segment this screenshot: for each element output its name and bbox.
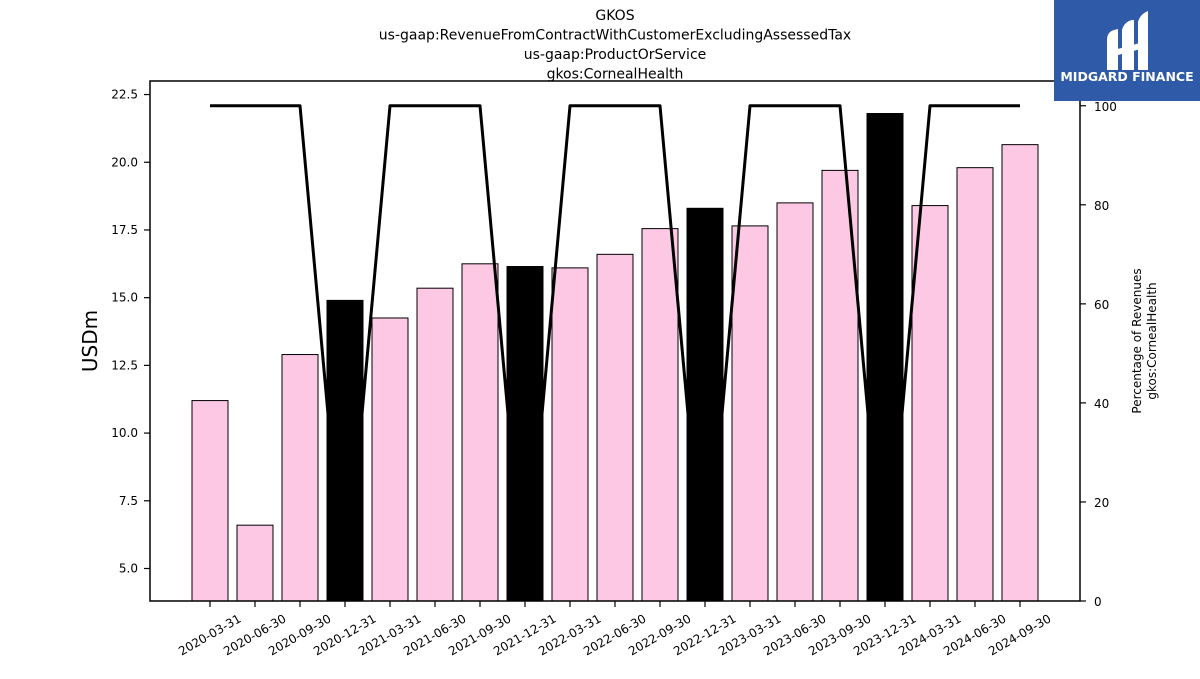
- y-tick-label: 22.5: [111, 88, 138, 102]
- bar-2021-12-31: [506, 266, 544, 601]
- y-axis-left: 5.0 7.5 10.0 12.5 15.0 17.5 20.0 22.5: [111, 88, 150, 576]
- y-tick-label: 7.5: [119, 494, 138, 508]
- bar-2020-09-30: [281, 354, 319, 601]
- chart-title-line: GKOS: [595, 8, 634, 24]
- y2-tick-label: 100: [1094, 100, 1117, 114]
- chart-title: GKOS us-gaap:RevenueFromContractWithCusto…: [379, 8, 851, 83]
- bar-2024-03-31: [911, 205, 949, 601]
- y-tick-label: 17.5: [111, 223, 138, 237]
- bar-2022-06-30: [596, 253, 634, 601]
- y-axis-right: 0 20 40 60 80 100: [1080, 100, 1117, 609]
- y2-tick-label: 20: [1094, 496, 1109, 510]
- y-tick-label: 15.0: [111, 291, 138, 305]
- y-tick-label: 5.0: [119, 562, 138, 576]
- chart-title-line: gkos:CornealHealth: [547, 67, 684, 83]
- bar-2021-03-31: [371, 317, 409, 601]
- bar-2022-03-31: [551, 267, 589, 601]
- bar-2021-09-30: [461, 263, 499, 601]
- bar-2023-06-30: [776, 202, 814, 601]
- percentage-line: [210, 104, 1020, 601]
- y2-tick-label: 40: [1094, 397, 1109, 411]
- chart-title-line: us-gaap:ProductOrService: [524, 47, 707, 63]
- bar-2021-06-30: [416, 287, 454, 601]
- percentage-line-path: [210, 104, 1020, 601]
- y2-tick-label: 0: [1094, 595, 1102, 609]
- bar-2023-03-31: [731, 225, 769, 601]
- bar-2020-12-31: [326, 299, 364, 601]
- y2-axis-label-line: Percentage of Revenues: [1130, 268, 1144, 413]
- y2-axis-label-line: gkos:CornealHealth: [1145, 282, 1159, 399]
- y2-tick-label: 60: [1094, 298, 1109, 312]
- y2-tick-label: 80: [1094, 199, 1109, 213]
- bars: [191, 113, 1039, 601]
- bar-2022-12-31: [686, 207, 724, 601]
- y-tick-label: 10.0: [111, 426, 138, 440]
- bar-2024-09-30: [1001, 144, 1039, 601]
- chart-title-line: us-gaap:RevenueFromContractWithCustomerE…: [379, 28, 851, 44]
- logo-text: MIDGARD FINANCE: [1060, 69, 1193, 84]
- y-tick-label: 12.5: [111, 358, 138, 372]
- bar-2022-09-30: [641, 228, 679, 601]
- bar-2023-12-31: [866, 113, 904, 601]
- y-axis-label-left: USDm: [78, 310, 102, 372]
- y-tick-label: 20.0: [111, 155, 138, 169]
- midgard-finance-logo: MIDGARD FINANCE: [1054, 0, 1200, 101]
- y-axis-label-right: Percentage of Revenues gkos:CornealHealth: [1130, 268, 1159, 413]
- bar-2024-06-30: [956, 167, 994, 601]
- logo-mark-icon: [1107, 11, 1148, 70]
- x-axis: 2020-03-312020-06-302020-09-302020-12-31…: [176, 601, 1054, 658]
- bar-2020-03-31: [191, 400, 229, 601]
- bar-2020-06-30: [236, 524, 274, 601]
